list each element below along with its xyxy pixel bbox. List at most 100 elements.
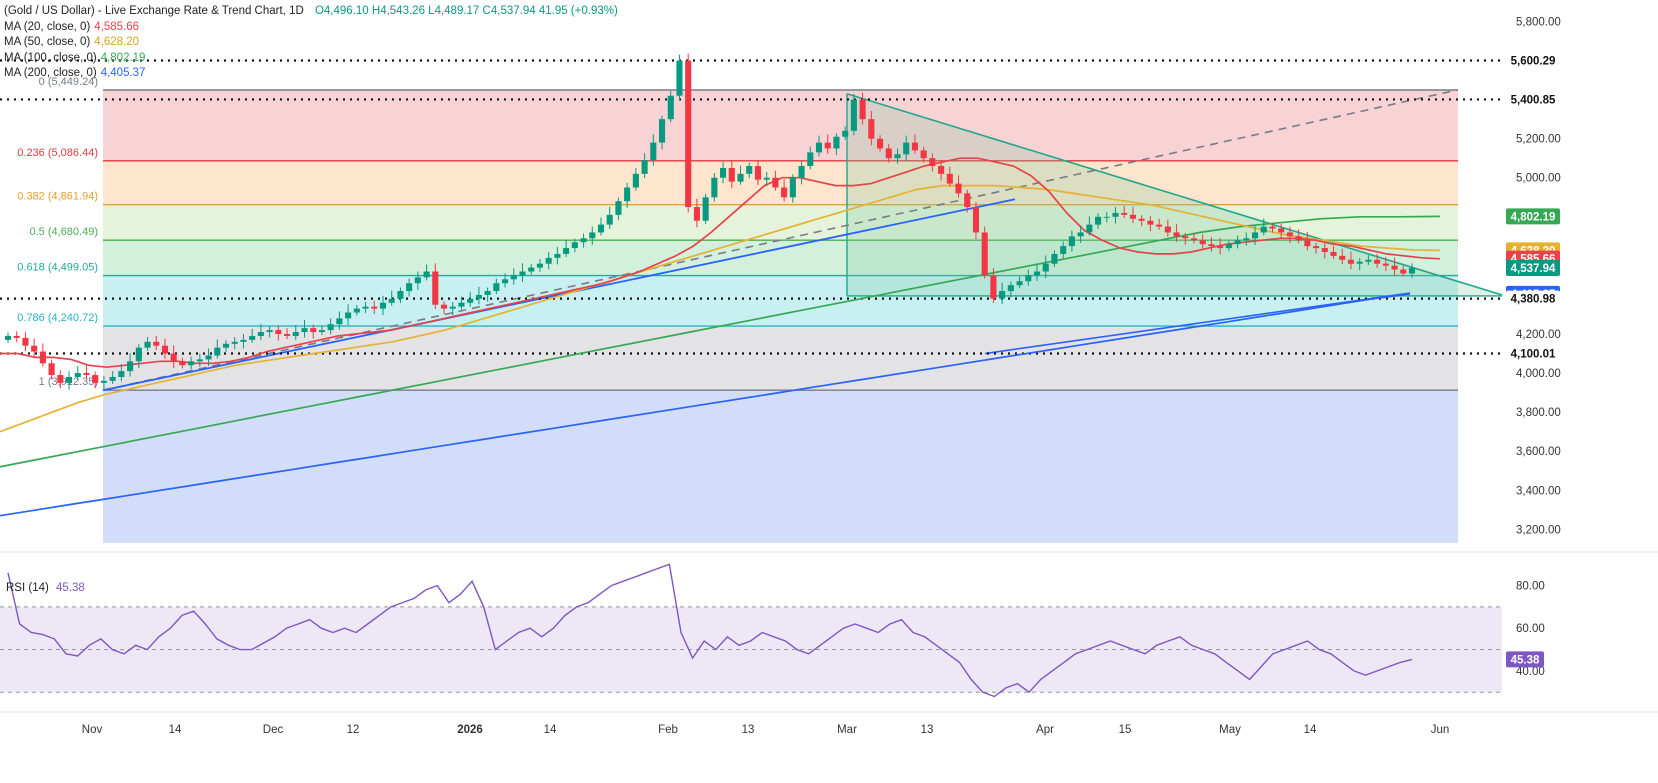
candle-body	[284, 334, 291, 336]
candle-body	[388, 298, 395, 303]
rsi-price-tag: 45.38	[1506, 651, 1544, 668]
rsi-line	[7, 563, 1413, 698]
candle-body	[981, 232, 988, 276]
candle-body	[432, 271, 439, 305]
fib-label: 0.382 (4,861.94)	[17, 191, 98, 203]
candle-body	[920, 150, 927, 159]
candle-body	[842, 130, 849, 137]
candle-body	[824, 142, 831, 149]
candle-body	[815, 142, 823, 153]
candle-body	[641, 160, 648, 174]
fib-label: 0 (5,449.24)	[39, 76, 98, 88]
candle-body	[911, 142, 918, 151]
rsi-tag-label: 45.38	[1511, 654, 1540, 666]
candle-body	[1374, 259, 1381, 264]
candle-body	[231, 341, 238, 344]
price-tag-label: 5,600.29	[1511, 55, 1556, 67]
rsi-label: RSI (14)	[6, 582, 49, 594]
candle-body	[475, 294, 482, 299]
fib-zone	[103, 326, 1458, 391]
candle-body	[1095, 216, 1102, 225]
ma100-name: MA (100, close, 0)	[4, 51, 97, 64]
ma50-value: 4,628.20	[94, 36, 140, 48]
candle-body	[1173, 232, 1180, 237]
candle-body	[31, 345, 38, 352]
x-tick-label: 14	[169, 724, 182, 736]
x-tick-label: 2026	[457, 724, 483, 736]
candle-body	[632, 173, 639, 188]
ohlc-close: C4,537.94	[482, 5, 536, 17]
x-tick-label: Feb	[658, 724, 678, 736]
candle-body	[1295, 236, 1302, 241]
candle-body	[606, 214, 613, 225]
legend-ma20[interactable]: MA (20, close, 0) 4,585.66	[4, 20, 618, 36]
candle-body	[510, 275, 517, 280]
ohlc-high: H4,543.26	[371, 5, 425, 17]
candle-body	[746, 166, 753, 174]
candle-body	[353, 308, 360, 313]
candle-body	[763, 177, 770, 180]
price-tag: 5,400.85	[1506, 91, 1560, 108]
legend-ma200[interactable]: MA (200, close, 0) 4,405.37	[4, 66, 618, 82]
candle-body	[1225, 244, 1232, 249]
candle-body	[1042, 263, 1049, 272]
candle-body	[423, 271, 430, 278]
candle-body	[850, 99, 857, 131]
fib-label: 0.5 (4,680.49)	[30, 226, 99, 238]
price-tag-label: 4,380.98	[1511, 294, 1556, 306]
candle-body	[972, 207, 980, 233]
candle-body	[528, 267, 535, 272]
y-tick-label: 3,400.00	[1516, 485, 1561, 497]
candle-body	[876, 138, 884, 149]
x-tick-label: Jun	[1431, 724, 1450, 736]
ma200-line	[0, 293, 1411, 517]
candle-body	[440, 304, 448, 309]
candle-body	[702, 197, 709, 221]
candle-body	[1060, 246, 1067, 254]
ma20-line	[0, 157, 1441, 369]
candle-body	[1321, 248, 1328, 252]
ma20-value: 4,585.66	[94, 20, 140, 33]
legend-ma50[interactable]: MA (50, close, 0) 4,628.20	[4, 35, 618, 51]
fib-zone	[103, 89, 1458, 161]
chart-legend: (Gold / US Dollar) - Live Exchange Rate …	[4, 4, 618, 82]
candle-body	[467, 298, 474, 303]
ma50-name: MA (50, close, 0)	[4, 36, 91, 48]
candle-body	[1408, 267, 1416, 274]
candle-body	[161, 345, 169, 354]
candle-body	[327, 324, 334, 331]
candle-body	[1251, 232, 1259, 239]
x-tick-label: 12	[347, 724, 360, 736]
candle-body	[135, 347, 142, 362]
candle-body	[1304, 240, 1311, 247]
candle-body	[371, 306, 378, 309]
candle-body	[484, 291, 491, 295]
legend-ma100[interactable]: MA (100, close, 0) 4,802.19	[4, 51, 618, 67]
candle-body	[92, 375, 99, 383]
candle-body	[362, 306, 369, 309]
candle-body	[894, 154, 901, 159]
candle-body	[676, 60, 683, 96]
x-tick-label: Nov	[82, 724, 103, 736]
candle-body	[336, 318, 343, 325]
candle-body	[266, 330, 273, 333]
candle-body	[502, 279, 509, 284]
price-tag-label: 4,802.19	[1511, 211, 1556, 223]
ohlc-change: 41.95 (+0.93%)	[538, 5, 618, 17]
candle-body	[414, 277, 421, 284]
candle-body	[249, 335, 256, 340]
triangle-upper-line	[846, 92, 1506, 297]
rsi-tick-label: 40.00	[1516, 666, 1545, 678]
candle-body	[1025, 275, 1032, 282]
candle-body	[1243, 238, 1250, 241]
candle-body	[693, 207, 700, 221]
candle-body	[1156, 224, 1163, 227]
candle-body	[571, 242, 578, 249]
candle-body	[964, 193, 971, 208]
candle-body	[938, 166, 945, 174]
candle-body	[798, 166, 805, 178]
trend-dashed-line	[102, 89, 1459, 392]
y-tick-label: 3,600.00	[1516, 446, 1561, 458]
